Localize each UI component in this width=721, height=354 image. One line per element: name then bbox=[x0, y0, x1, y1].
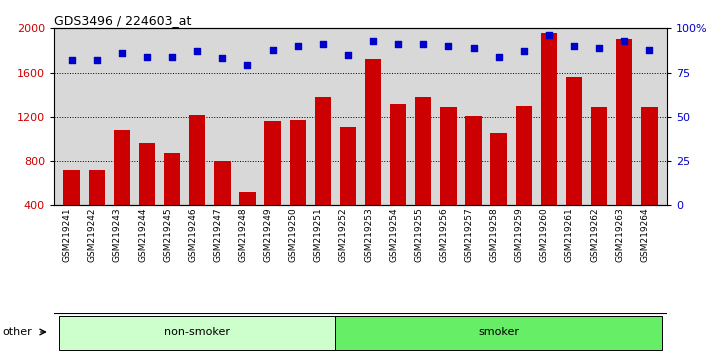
Point bbox=[292, 43, 304, 49]
Bar bbox=[139, 143, 155, 250]
Text: GSM219262: GSM219262 bbox=[590, 207, 599, 262]
Text: GSM219245: GSM219245 bbox=[163, 207, 172, 262]
Bar bbox=[415, 97, 431, 250]
Point bbox=[518, 48, 529, 54]
Text: GSM219248: GSM219248 bbox=[239, 207, 247, 262]
Point bbox=[116, 50, 128, 56]
Text: smoker: smoker bbox=[478, 327, 519, 337]
Text: GSM219257: GSM219257 bbox=[464, 207, 474, 262]
Bar bbox=[239, 192, 256, 250]
Text: GSM219256: GSM219256 bbox=[439, 207, 448, 262]
Point bbox=[568, 43, 580, 49]
Bar bbox=[390, 104, 407, 250]
Bar bbox=[340, 127, 356, 250]
Bar bbox=[365, 59, 381, 250]
Bar bbox=[541, 33, 557, 250]
Text: GSM219263: GSM219263 bbox=[615, 207, 624, 262]
Bar bbox=[516, 106, 532, 250]
Text: GSM219251: GSM219251 bbox=[314, 207, 323, 262]
Text: GSM219259: GSM219259 bbox=[515, 207, 523, 262]
Text: GSM219250: GSM219250 bbox=[288, 207, 298, 262]
Bar bbox=[616, 39, 632, 250]
Point bbox=[543, 33, 554, 38]
Bar bbox=[441, 107, 456, 250]
Point bbox=[91, 57, 102, 63]
Text: GSM219243: GSM219243 bbox=[113, 207, 122, 262]
Bar bbox=[314, 97, 331, 250]
Point bbox=[619, 38, 630, 44]
Bar bbox=[114, 130, 130, 250]
Text: GSM219247: GSM219247 bbox=[213, 207, 222, 262]
Bar bbox=[641, 107, 658, 250]
Point bbox=[443, 43, 454, 49]
Text: GDS3496 / 224603_at: GDS3496 / 224603_at bbox=[54, 14, 192, 27]
Bar bbox=[335, 316, 662, 350]
Point bbox=[242, 63, 253, 68]
Text: GSM219264: GSM219264 bbox=[640, 207, 650, 262]
Bar bbox=[465, 116, 482, 250]
Bar bbox=[89, 170, 105, 250]
Bar bbox=[63, 170, 80, 250]
Point bbox=[216, 56, 228, 61]
Text: GSM219241: GSM219241 bbox=[63, 207, 71, 262]
Text: GSM219258: GSM219258 bbox=[490, 207, 499, 262]
Bar bbox=[490, 133, 507, 250]
Text: GSM219254: GSM219254 bbox=[389, 207, 398, 262]
Text: GSM219242: GSM219242 bbox=[88, 207, 97, 262]
Point bbox=[317, 41, 329, 47]
Bar bbox=[591, 107, 607, 250]
Bar bbox=[189, 115, 205, 250]
Bar bbox=[59, 316, 335, 350]
Text: GSM219246: GSM219246 bbox=[188, 207, 198, 262]
Text: GSM219252: GSM219252 bbox=[339, 207, 348, 262]
Bar bbox=[290, 120, 306, 250]
Text: GSM219261: GSM219261 bbox=[565, 207, 574, 262]
Point bbox=[644, 47, 655, 52]
Point bbox=[468, 45, 479, 51]
Point bbox=[342, 52, 354, 58]
Point bbox=[417, 41, 429, 47]
Text: GSM219249: GSM219249 bbox=[264, 207, 273, 262]
Bar bbox=[265, 121, 280, 250]
Point bbox=[192, 48, 203, 54]
Point bbox=[141, 54, 153, 59]
Point bbox=[66, 57, 77, 63]
Text: GSM219260: GSM219260 bbox=[540, 207, 549, 262]
Point bbox=[493, 54, 505, 59]
Text: GSM219255: GSM219255 bbox=[415, 207, 423, 262]
Point bbox=[367, 38, 379, 44]
Text: non-smoker: non-smoker bbox=[164, 327, 230, 337]
Bar bbox=[164, 153, 180, 250]
Point bbox=[267, 47, 278, 52]
Bar bbox=[214, 161, 231, 250]
Text: GSM219253: GSM219253 bbox=[364, 207, 373, 262]
Point bbox=[392, 41, 404, 47]
Point bbox=[167, 54, 178, 59]
Point bbox=[593, 45, 605, 51]
Text: other: other bbox=[3, 327, 32, 337]
Text: GSM219244: GSM219244 bbox=[138, 207, 147, 262]
Bar bbox=[566, 77, 582, 250]
